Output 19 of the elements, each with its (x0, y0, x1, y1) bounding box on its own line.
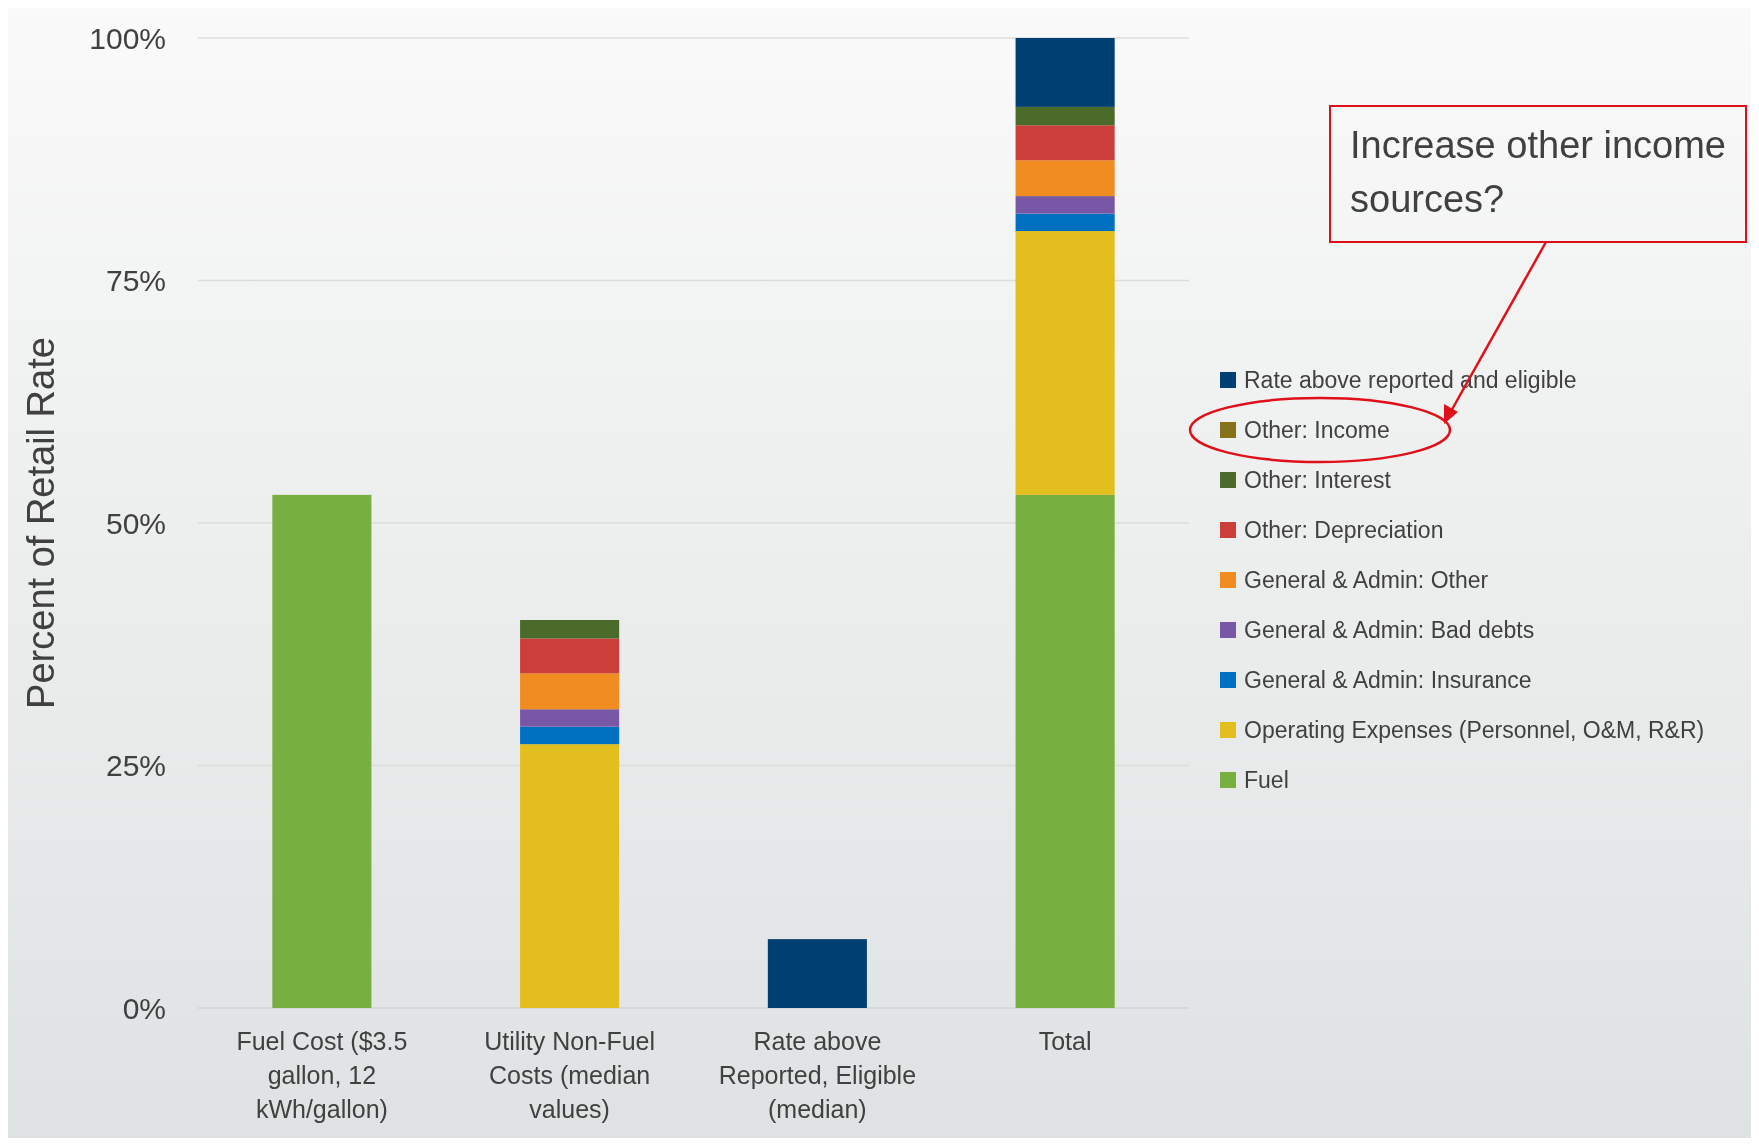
legend-label: Other: Income (1244, 417, 1390, 444)
legend-label: Fuel (1244, 767, 1289, 794)
text: Increase other income sources? (1350, 124, 1726, 220)
y-tick-label: 100% (89, 21, 166, 55)
y-tick-label: 0% (122, 991, 166, 1025)
legend-label: Other: Depreciation (1244, 517, 1444, 544)
x-tick-label: Fuel Cost ($3.5 gallon, 12 kWh/gallon) (236, 1027, 408, 1123)
y-axis-title: Percent of Retail Rate (20, 337, 62, 709)
y-tick-label: 75% (105, 264, 166, 297)
legend-label: General & Admin: Bad debts (1244, 617, 1535, 644)
y-tick-label: 50% (105, 506, 166, 540)
x-tick-label: Rate above Reported, Eligible (median) (718, 1027, 917, 1123)
x-tick-label: Utility Non-Fuel Costs (median values) (484, 1027, 656, 1123)
y-tick-label: 25% (105, 749, 166, 782)
legend-label: General & Admin: Insurance (1244, 667, 1532, 694)
x-tick-label: Total (1038, 1027, 1092, 1055)
legend-label: Operating Expenses (Personnel, O&M, R&R) (1244, 717, 1705, 744)
legend-label: Other: Interest (1244, 467, 1392, 494)
legend-label: General & Admin: Other (1244, 567, 1489, 594)
